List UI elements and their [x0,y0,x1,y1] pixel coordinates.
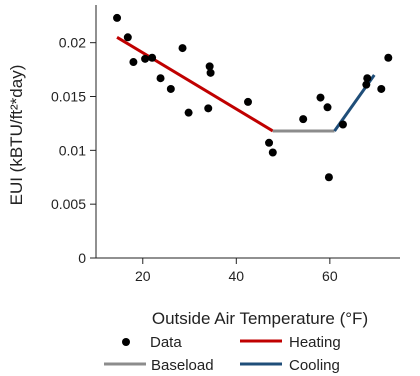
x-axis-title: Outside Air Temperature (°F) [152,309,368,328]
data-point [157,74,165,82]
data-point [265,139,273,147]
y-tick-label: 0 [78,250,86,266]
legend-label-data: Data [150,334,182,351]
data-point [179,44,187,52]
y-tick-label: 0.015 [51,89,86,105]
y-axis-title: EUI (kBTU/ft²*day) [7,65,26,206]
data-point [384,54,392,62]
x-ticks: 20 40 60 [135,258,338,284]
y-ticks: 0 0.005 0.01 0.015 0.02 [51,35,96,266]
data-points [113,14,392,181]
data-point [148,54,156,62]
legend: Data Heating Baseload Cooling [104,334,341,374]
legend-label-heating: Heating [289,334,341,351]
data-point [299,115,307,123]
data-point [207,69,215,77]
data-point [129,58,137,66]
data-point [339,121,347,129]
data-point [377,85,385,93]
data-point [167,85,175,93]
data-point [269,148,277,156]
data-point [124,33,132,41]
y-tick-label: 0.02 [59,35,86,51]
data-point [204,104,212,112]
data-point [113,14,121,22]
axes: 0 0.005 0.01 0.015 0.02 20 40 60 [51,5,400,284]
x-tick-label: 60 [322,268,338,284]
data-point [316,94,324,102]
data-point [324,103,332,111]
legend-label-baseload: Baseload [151,357,214,374]
data-point [141,55,149,63]
x-tick-label: 20 [135,268,151,284]
fit-lines [117,37,374,131]
x-tick-label: 40 [229,268,245,284]
y-tick-label: 0.005 [51,196,86,212]
data-point [185,109,193,117]
data-point [244,98,252,106]
fit-line-heating [117,37,273,131]
y-tick-label: 0.01 [59,142,86,158]
legend-data-marker [122,338,130,346]
legend-label-cooling: Cooling [289,357,340,374]
data-point [325,173,333,181]
data-point [362,81,370,89]
